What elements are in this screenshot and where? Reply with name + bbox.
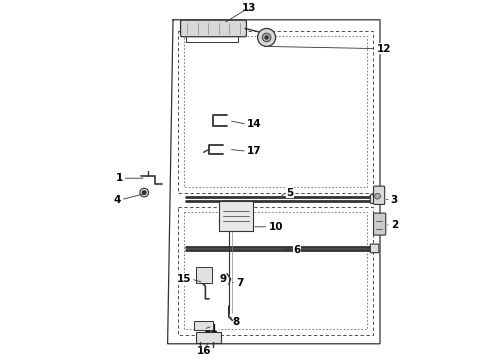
Text: 12: 12 bbox=[376, 44, 391, 54]
Circle shape bbox=[140, 188, 148, 197]
Text: 14: 14 bbox=[247, 119, 262, 129]
FancyBboxPatch shape bbox=[373, 186, 385, 204]
FancyBboxPatch shape bbox=[219, 201, 253, 231]
Text: 2: 2 bbox=[391, 220, 398, 230]
FancyBboxPatch shape bbox=[370, 195, 379, 203]
Text: 11: 11 bbox=[204, 324, 218, 334]
Circle shape bbox=[258, 28, 275, 46]
Text: 10: 10 bbox=[269, 222, 283, 232]
Text: 7: 7 bbox=[236, 278, 244, 288]
FancyBboxPatch shape bbox=[180, 20, 246, 37]
Circle shape bbox=[262, 33, 271, 42]
FancyBboxPatch shape bbox=[373, 213, 386, 235]
Text: 6: 6 bbox=[294, 245, 301, 255]
Text: 13: 13 bbox=[242, 3, 256, 13]
Circle shape bbox=[143, 191, 146, 194]
Text: 16: 16 bbox=[196, 346, 211, 356]
Text: 5: 5 bbox=[286, 188, 294, 198]
Circle shape bbox=[374, 193, 380, 199]
Text: 8: 8 bbox=[232, 317, 240, 327]
Text: 17: 17 bbox=[247, 146, 262, 156]
Text: 9: 9 bbox=[220, 274, 227, 284]
Text: 3: 3 bbox=[391, 195, 398, 205]
Text: 15: 15 bbox=[176, 274, 191, 284]
FancyBboxPatch shape bbox=[196, 332, 220, 343]
Circle shape bbox=[265, 36, 268, 39]
FancyBboxPatch shape bbox=[196, 267, 212, 283]
FancyBboxPatch shape bbox=[370, 244, 379, 253]
Text: 4: 4 bbox=[113, 195, 121, 205]
FancyBboxPatch shape bbox=[194, 321, 213, 330]
Text: 1: 1 bbox=[115, 173, 122, 183]
